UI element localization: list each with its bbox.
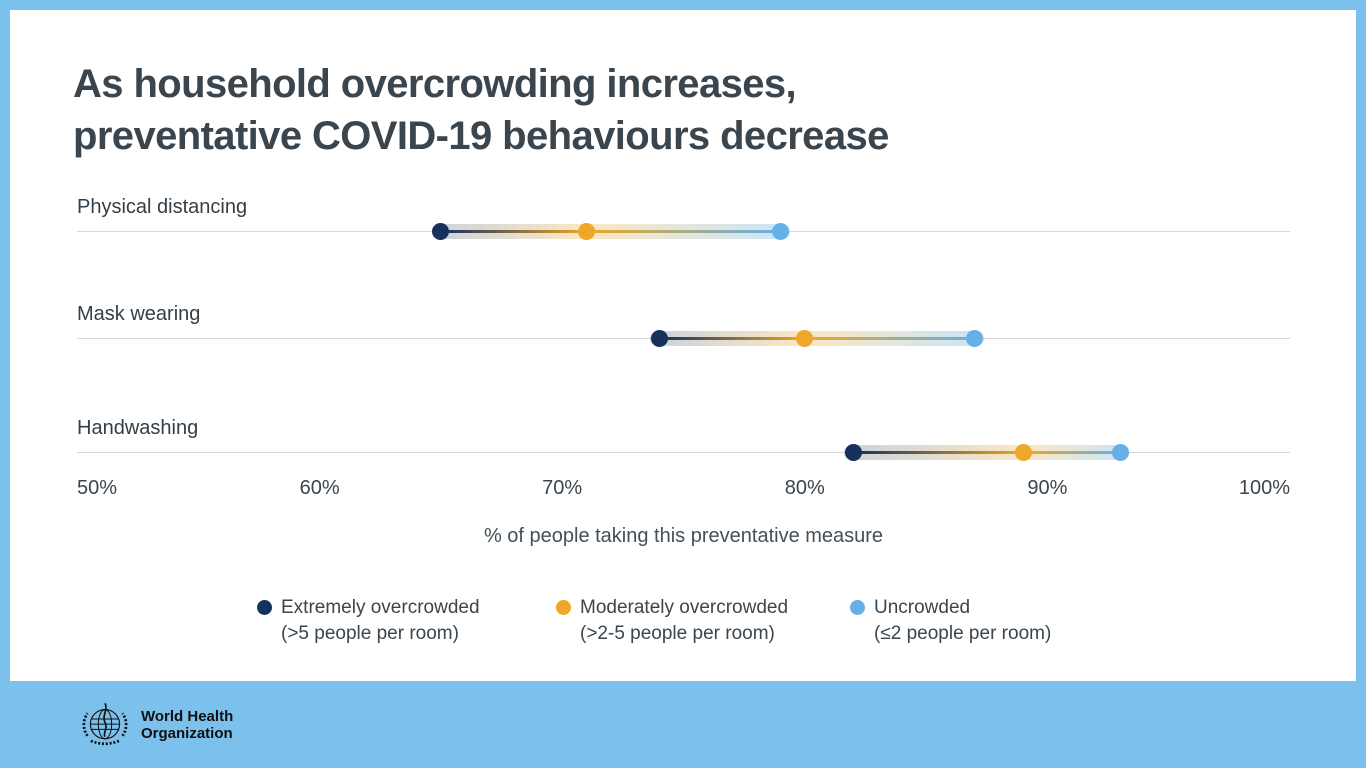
category-label: Mask wearing (77, 303, 201, 325)
title-line-1: As household overcrowding increases, (73, 62, 797, 106)
chart-card: As household overcrowding increases, pre… (10, 10, 1356, 681)
category-gridline (77, 452, 1290, 453)
x-tick-90: 90% (1027, 477, 1068, 499)
legend-sublabel: (>5 people per room) (281, 623, 459, 644)
legend-label: Extremely overcrowded (281, 597, 480, 618)
category-row-handwashing: Handwashing (77, 417, 1290, 477)
title-line-2: preventative COVID-19 behaviours decreas… (73, 114, 889, 158)
category-label: Handwashing (77, 417, 199, 439)
x-axis-title: % of people taking this preventative mea… (483, 525, 884, 547)
x-axis: 50% 60% 70% 80% 90% 100% (77, 477, 1290, 503)
x-tick-60: 60% (299, 477, 340, 499)
legend-item-uncrowded: Uncrowded (≤2 people per room) (850, 595, 1051, 647)
legend-sublabel: (≤2 people per room) (874, 623, 1052, 644)
x-tick-80: 80% (784, 477, 825, 499)
legend-dot-lightblue-icon (850, 600, 865, 615)
dot-extremely-overcrowded (650, 330, 668, 347)
legend-sublabel: (>2-5 people per room) (580, 623, 775, 644)
legend-label: Uncrowded (874, 597, 971, 618)
dot-extremely-overcrowded (844, 444, 862, 461)
dot-uncrowded (772, 223, 790, 240)
category-label: Physical distancing (77, 196, 248, 218)
x-tick-70: 70% (542, 477, 583, 499)
legend-item-extremely-overcrowded: Extremely overcrowded (>5 people per roo… (257, 595, 480, 647)
dot-uncrowded (1111, 444, 1129, 461)
dot-extremely-overcrowded (432, 223, 450, 240)
chart-title: As household overcrowding increases, pre… (73, 58, 889, 162)
dot-moderately-overcrowded (577, 223, 595, 240)
dot-moderately-overcrowded (796, 330, 814, 347)
connector-line (440, 230, 781, 233)
x-tick-100: 100% (1238, 477, 1290, 499)
legend-dot-orange-icon (556, 600, 571, 615)
who-wordmark: World Health Organization (141, 708, 233, 742)
connector-line (853, 451, 1121, 454)
who-wordmark-line-1: World Health (141, 707, 234, 725)
legend-item-moderately-overcrowded: Moderately overcrowded (>2-5 people per … (556, 595, 788, 647)
who-logo-icon (82, 702, 128, 745)
connector-line (659, 337, 975, 340)
dot-moderately-overcrowded (1014, 444, 1032, 461)
legend: Extremely overcrowded (>5 people per roo… (10, 595, 1356, 655)
who-wordmark-line-2: Organization (141, 724, 233, 742)
dot-uncrowded (966, 330, 984, 347)
footer: World Health Organization (0, 681, 1366, 768)
legend-dot-navy-icon (257, 600, 272, 615)
category-row-mask-wearing: Mask wearing (77, 303, 1290, 363)
category-row-physical-distancing: Physical distancing (77, 196, 1290, 256)
x-tick-50: 50% (77, 477, 118, 499)
legend-label: Moderately overcrowded (580, 597, 789, 618)
